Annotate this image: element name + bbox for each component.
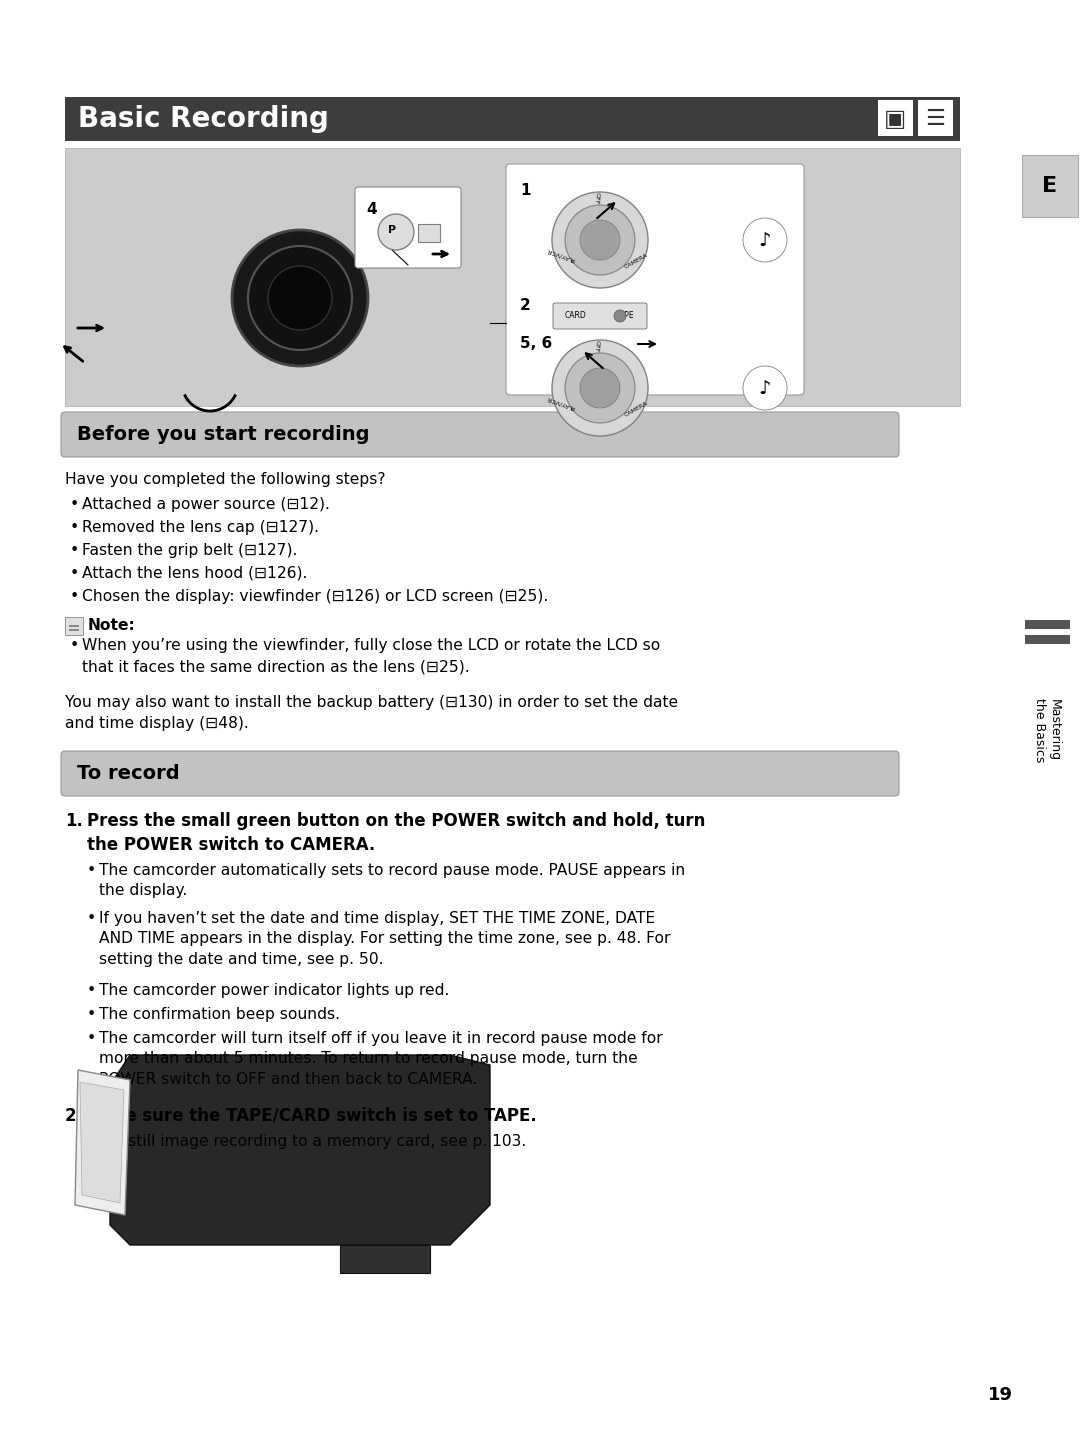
- Bar: [418, 224, 440, 242]
- Text: Fasten the grip belt (⊟127).: Fasten the grip belt (⊟127).: [82, 543, 297, 558]
- Text: Make sure the TAPE/CARD switch is set to TAPE.: Make sure the TAPE/CARD switch is set to…: [87, 1107, 537, 1126]
- Text: •: •: [70, 496, 79, 512]
- Text: The camcorder automatically sets to record pause mode. PAUSE appears in
the disp: The camcorder automatically sets to reco…: [99, 863, 685, 899]
- Text: E: E: [1042, 176, 1057, 196]
- Text: When you’re using the viewfinder, fully close the LCD or rotate the LCD so
that : When you’re using the viewfinder, fully …: [82, 638, 660, 674]
- Text: Mastering
the Basics: Mastering the Basics: [1032, 698, 1061, 762]
- Text: OFF: OFF: [593, 192, 599, 205]
- Text: The camcorder will turn itself off if you leave it in record pause mode for
more: The camcorder will turn itself off if yo…: [99, 1030, 663, 1087]
- Text: •: •: [70, 519, 79, 535]
- Text: Removed the lens cap (⊟127).: Removed the lens cap (⊟127).: [82, 519, 319, 535]
- Text: CAMERA: CAMERA: [624, 400, 649, 417]
- Text: PLAY/VCR: PLAY/VCR: [545, 247, 576, 261]
- Circle shape: [743, 367, 787, 410]
- Circle shape: [565, 205, 635, 276]
- Text: •: •: [70, 566, 79, 582]
- Text: CAMERA: CAMERA: [624, 253, 649, 270]
- FancyBboxPatch shape: [507, 165, 804, 395]
- Bar: [1022, 154, 1078, 216]
- Circle shape: [248, 245, 352, 351]
- Text: 1.: 1.: [65, 812, 83, 830]
- Text: For still image recording to a memory card, see p. 103.: For still image recording to a memory ca…: [99, 1134, 526, 1149]
- Bar: [65, 97, 960, 141]
- FancyBboxPatch shape: [60, 413, 899, 457]
- Text: Press the small green button on the POWER switch and hold, turn: Press the small green button on the POWE…: [87, 812, 705, 830]
- Bar: [1025, 620, 1070, 629]
- Text: To record: To record: [77, 763, 179, 784]
- Text: 2: 2: [519, 299, 530, 313]
- Text: •: •: [87, 1134, 96, 1149]
- Text: •: •: [87, 1030, 96, 1046]
- Text: ♪: ♪: [759, 231, 771, 250]
- Text: •: •: [87, 911, 96, 926]
- Text: •: •: [87, 983, 96, 999]
- Circle shape: [378, 214, 414, 250]
- Circle shape: [743, 218, 787, 263]
- Text: Attach the lens hood (⊟126).: Attach the lens hood (⊟126).: [82, 566, 308, 582]
- Text: 19: 19: [987, 1385, 1013, 1404]
- Text: Have you completed the following steps?: Have you completed the following steps?: [65, 472, 386, 486]
- Text: 1: 1: [519, 183, 530, 198]
- Circle shape: [552, 192, 648, 289]
- FancyBboxPatch shape: [355, 188, 461, 268]
- Text: You may also want to install the backup battery (⊟130) in order to set the date
: You may also want to install the backup …: [65, 696, 678, 732]
- Text: Basic Recording: Basic Recording: [78, 105, 329, 133]
- Text: ▣: ▣: [885, 107, 907, 131]
- FancyBboxPatch shape: [553, 303, 647, 329]
- Text: the POWER switch to CAMERA.: the POWER switch to CAMERA.: [87, 835, 375, 854]
- Text: ☰: ☰: [926, 110, 945, 128]
- Circle shape: [552, 341, 648, 436]
- Text: 5, 6: 5, 6: [519, 336, 552, 351]
- Polygon shape: [110, 1055, 490, 1245]
- Polygon shape: [80, 1082, 124, 1203]
- Text: CARD: CARD: [565, 312, 586, 320]
- Text: •: •: [70, 543, 79, 558]
- Text: PLAY/VCR: PLAY/VCR: [545, 395, 576, 410]
- Text: •: •: [70, 589, 79, 605]
- Text: The confirmation beep sounds.: The confirmation beep sounds.: [99, 1007, 340, 1022]
- Circle shape: [580, 219, 620, 260]
- Circle shape: [580, 368, 620, 408]
- Text: The camcorder power indicator lights up red.: The camcorder power indicator lights up …: [99, 983, 449, 999]
- Bar: [69, 629, 79, 631]
- Text: TAPE: TAPE: [617, 312, 635, 320]
- Circle shape: [615, 310, 626, 322]
- Text: P: P: [388, 225, 396, 235]
- Text: •: •: [87, 863, 96, 877]
- Bar: [65, 149, 960, 405]
- Text: OFF: OFF: [593, 341, 599, 352]
- Text: Before you start recording: Before you start recording: [77, 426, 369, 444]
- Text: •: •: [87, 1007, 96, 1022]
- Circle shape: [232, 229, 368, 367]
- Bar: [65, 618, 83, 635]
- Text: ♪: ♪: [759, 378, 771, 397]
- Polygon shape: [340, 1245, 430, 1273]
- Text: •: •: [70, 638, 79, 654]
- Text: Note:: Note:: [87, 619, 136, 633]
- Circle shape: [268, 266, 332, 330]
- FancyBboxPatch shape: [60, 750, 899, 797]
- Text: If you haven’t set the date and time display, SET THE TIME ZONE, DATE
AND TIME a: If you haven’t set the date and time dis…: [99, 911, 671, 967]
- Bar: [918, 100, 953, 136]
- Bar: [1025, 635, 1070, 644]
- Text: Attached a power source (⊟12).: Attached a power source (⊟12).: [82, 496, 329, 512]
- Text: 2.: 2.: [65, 1107, 83, 1126]
- Text: Chosen the display: viewfinder (⊟126) or LCD screen (⊟25).: Chosen the display: viewfinder (⊟126) or…: [82, 589, 549, 605]
- Bar: [69, 625, 79, 628]
- Bar: [878, 100, 913, 136]
- Text: 4: 4: [366, 202, 377, 216]
- Polygon shape: [75, 1071, 130, 1215]
- Circle shape: [565, 354, 635, 423]
